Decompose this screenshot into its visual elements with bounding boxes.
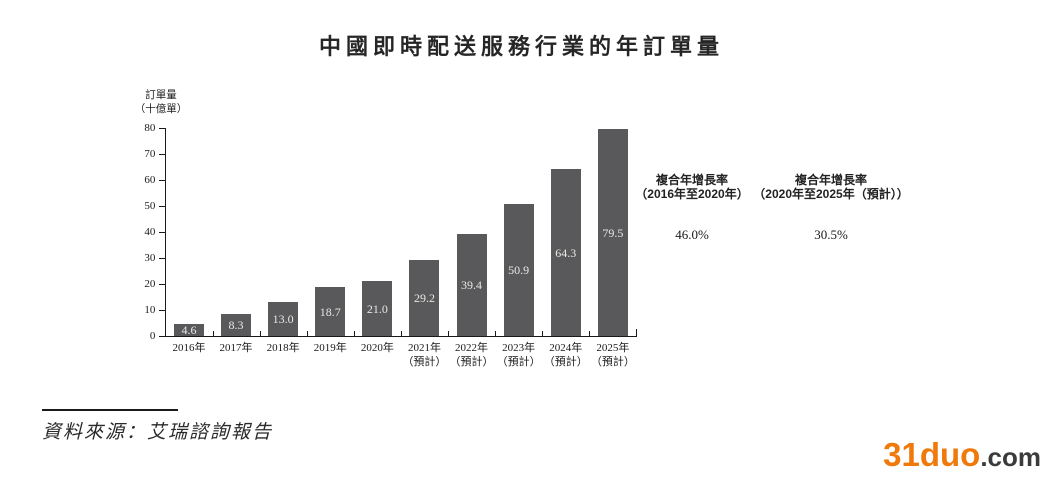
- bar-value-label: 13.0: [272, 312, 294, 326]
- y-axis-unit-line2: （十億單）: [134, 104, 188, 115]
- bar-2021年: 29.2: [409, 260, 440, 336]
- y-tick-label: 0: [149, 330, 156, 342]
- x-axis-label-year: 2016年: [172, 342, 206, 354]
- x-axis-label-year: 2021年: [407, 342, 441, 354]
- bar-2025年: 79.5: [597, 129, 628, 336]
- x-axis-label: 2025年 （預計）: [587, 341, 638, 369]
- x-tick: [306, 331, 308, 336]
- x-axis-label-forecast: （預計）: [402, 356, 447, 368]
- x-axis-label-forecast: （預計）: [543, 356, 588, 368]
- x-axis-label: 2022年 （預計）: [446, 341, 497, 369]
- y-tick: [159, 232, 166, 233]
- watermark-brand: 31duo: [883, 436, 981, 473]
- x-axis-label: 2018年: [258, 341, 309, 355]
- cagr-value: 30.5%: [814, 227, 848, 242]
- bar-value-label: 64.3: [555, 245, 577, 260]
- x-axis-label-forecast: （預計）: [449, 356, 494, 368]
- x-axis-label-year: 2019年: [313, 342, 347, 354]
- y-tick: [159, 336, 166, 337]
- x-tick: [589, 331, 591, 336]
- x-axis-label-year: 2017年: [219, 342, 253, 354]
- bar-value-label: 50.9: [508, 263, 530, 277]
- bar-2018年: 13.0: [268, 302, 299, 336]
- y-tick-label: 70: [144, 148, 156, 160]
- x-axis-label: 2023年 （預計）: [493, 341, 544, 369]
- x-axis-label-year: 2018年: [266, 342, 300, 354]
- bar-value-label: 21.0: [366, 301, 388, 316]
- x-axis: [165, 336, 637, 337]
- bar-value-label: 18.7: [319, 304, 341, 319]
- cagr-label-line2: （2020年至2025年（預計））: [753, 187, 909, 201]
- y-tick: [159, 128, 166, 129]
- x-tick: [400, 331, 402, 336]
- y-tick: [159, 258, 166, 259]
- x-axis-label-year: 2022年: [455, 342, 489, 354]
- watermark-suffix: .com: [980, 442, 1041, 472]
- bar-2022年: 39.4: [456, 234, 487, 336]
- x-axis-label: 2017年: [211, 341, 262, 355]
- y-tick: [159, 310, 166, 311]
- bar-2024年: 64.3: [550, 169, 581, 336]
- x-tick: [212, 331, 214, 336]
- y-tick-label: 20: [144, 278, 156, 290]
- bar-value-label: 79.5: [602, 225, 624, 240]
- bar-2016年: 4.6: [173, 323, 204, 337]
- x-tick: [542, 331, 544, 336]
- cagr-label-line1: 複合年增長率: [794, 173, 867, 187]
- y-tick: [159, 180, 166, 181]
- x-axis-label: 2024年 （預計）: [540, 341, 591, 369]
- x-axis-label: 2021年 （預計）: [399, 341, 450, 369]
- bar-2017年: 8.3: [221, 314, 252, 336]
- source-note: 資料來源：艾瑞諮詢報告: [42, 409, 273, 444]
- x-axis-label: 2016年: [163, 341, 214, 355]
- source-divider-line: [42, 409, 178, 411]
- cagr-label-line1: 複合年增長率: [655, 173, 728, 187]
- source-text: 資料來源：艾瑞諮詢報告: [42, 422, 274, 443]
- y-tick-label: 50: [144, 200, 156, 212]
- bar-value-label: 29.2: [413, 291, 435, 305]
- cagr-value: 46.0%: [675, 227, 709, 242]
- y-tick: [159, 154, 166, 155]
- site-watermark: 31duo .com: [883, 436, 1041, 474]
- y-tick: [159, 206, 166, 207]
- cagr-annotation-2016-2020: 複合年增長率 （2016年至2020年） 46.0%: [607, 173, 777, 243]
- bar-value-label: 8.3: [228, 318, 244, 332]
- bar-2020年: 21.0: [362, 281, 393, 336]
- y-tick-label: 80: [144, 122, 156, 134]
- y-axis: [165, 128, 167, 336]
- x-axis-label-forecast: （預計）: [496, 356, 541, 368]
- y-axis-unit-line1: 訂單量: [145, 90, 177, 101]
- x-tick: [448, 331, 449, 336]
- y-axis-unit-label: 訂單量 （十億單）: [126, 89, 196, 117]
- x-axis-label-year: 2023年: [502, 342, 536, 354]
- x-axis-label-year: 2020年: [360, 342, 394, 354]
- x-axis-label-year: 2024年: [549, 342, 583, 354]
- x-tick: [495, 331, 497, 336]
- cagr-annotation-2020-2025: 複合年增長率 （2020年至2025年（預計）） 30.5%: [735, 173, 927, 243]
- x-axis-label-year: 2025年: [596, 342, 630, 354]
- y-tick-label: 60: [144, 174, 156, 186]
- x-axis-end-tick: [636, 329, 638, 337]
- x-axis-label-forecast: （預計）: [590, 356, 635, 368]
- cagr-label-line2: （2016年至2020年）: [635, 187, 749, 201]
- bar-2023年: 50.9: [503, 204, 534, 336]
- bar-value-label: 4.6: [181, 323, 197, 337]
- x-axis-label: 2020年: [352, 341, 403, 355]
- y-tick: [159, 284, 166, 285]
- y-tick-label: 30: [144, 252, 156, 264]
- x-tick: [259, 331, 261, 336]
- bar-value-label: 39.4: [461, 278, 483, 292]
- chart-title: 中國即時配送服務行業的年訂單量: [318, 34, 724, 59]
- y-tick-label: 10: [144, 304, 156, 316]
- bar-2019年: 18.7: [315, 287, 346, 336]
- x-axis-label: 2019年: [305, 341, 356, 355]
- x-tick: [353, 331, 355, 336]
- y-tick-label: 40: [144, 226, 156, 238]
